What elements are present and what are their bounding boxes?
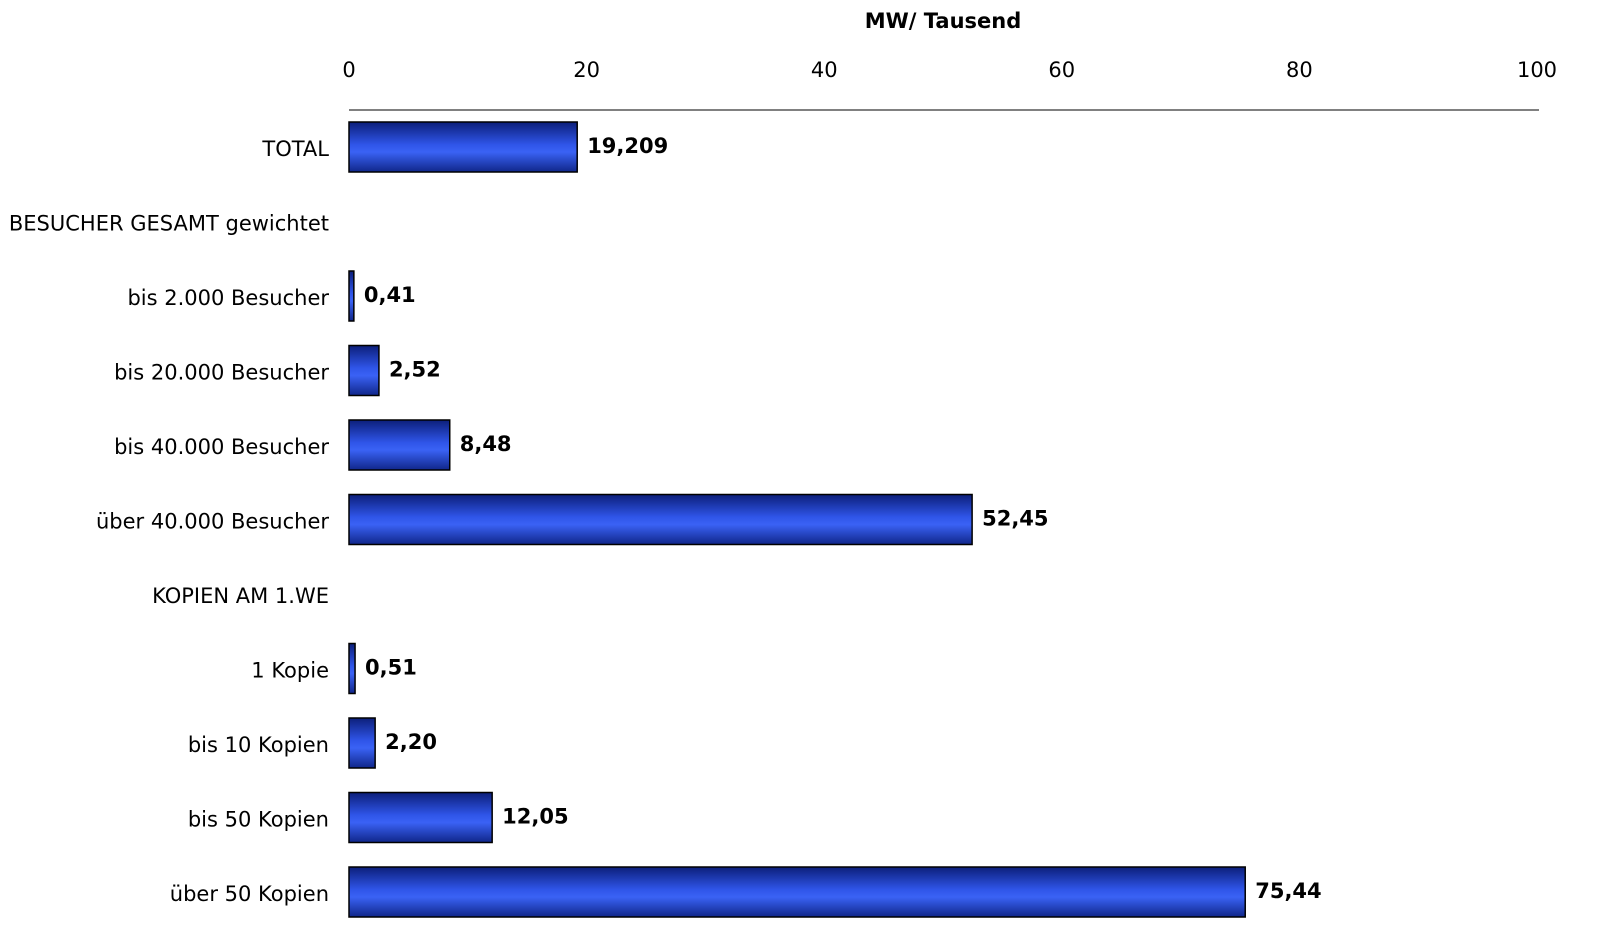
bar [348,717,376,769]
y-tick-label: über 50 Kopien [170,882,329,906]
y-tick-label: bis 40.000 Besucher [114,435,329,459]
bar [348,493,973,546]
bar [348,270,355,322]
x-tick-label: 0 [342,58,355,82]
value-label: 19,209 [587,134,668,158]
bar [348,419,451,471]
y-tick-label: TOTAL [261,137,329,161]
value-label: 75,44 [1255,879,1321,903]
axis-title: MW/ Tausend [865,9,1022,33]
bar [348,642,356,695]
y-tick-label: bis 10 Kopien [188,733,329,757]
value-label: 52,45 [982,507,1048,531]
y-tick-label: bis 2.000 Besucher [127,286,329,310]
value-label: 12,05 [502,805,568,829]
x-tick-label: 80 [1286,58,1313,82]
bar [348,791,493,844]
y-tick-label: über 40.000 Besucher [96,510,329,534]
x-tick-label: 60 [1048,58,1075,82]
x-tick-label: 100 [1517,58,1557,82]
value-label: 0,41 [364,283,416,307]
y-tick-label: BESUCHER GESAMT gewichtet [9,212,329,236]
y-tick-label: KOPIEN AM 1.WE [152,584,329,608]
value-label: 0,51 [365,656,417,680]
bar [348,121,578,173]
x-tick-label: 40 [811,58,838,82]
y-tick-label: bis 20.000 Besucher [114,361,329,385]
y-tick-label: bis 50 Kopien [188,808,329,832]
value-label: 2,20 [385,730,437,754]
value-label: 2,52 [389,358,441,382]
x-tick-label: 20 [573,58,600,82]
bar [348,866,1246,918]
y-tick-label: 1 Kopie [251,659,329,683]
bar [348,344,380,397]
value-label: 8,48 [460,432,512,456]
